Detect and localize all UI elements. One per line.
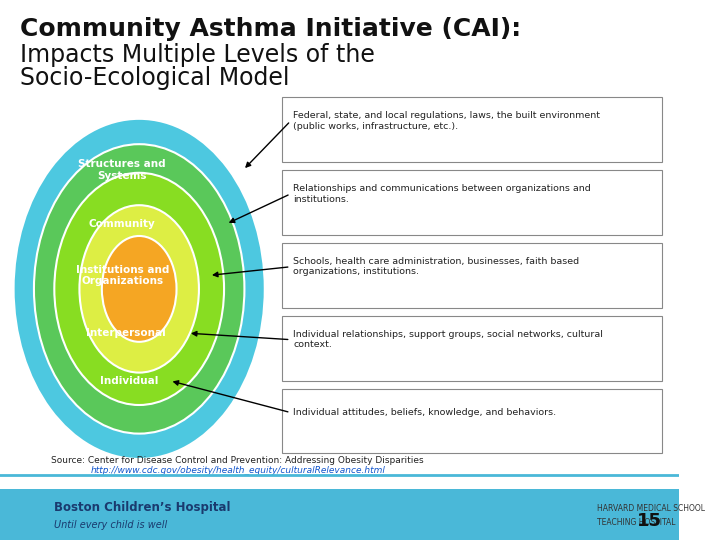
Text: Interpersonal: Interpersonal — [86, 328, 166, 338]
FancyBboxPatch shape — [282, 243, 662, 308]
Text: HARVARD MEDICAL SCHOOL: HARVARD MEDICAL SCHOOL — [598, 504, 706, 513]
Text: Individual relationships, support groups, social networks, cultural
context.: Individual relationships, support groups… — [293, 330, 603, 349]
FancyBboxPatch shape — [282, 316, 662, 381]
Text: Until every child is well: Until every child is well — [54, 520, 168, 530]
Bar — [0, 489, 679, 540]
Text: Individual attitudes, beliefs, knowledge, and behaviors.: Individual attitudes, beliefs, knowledge… — [293, 408, 557, 417]
Ellipse shape — [14, 119, 265, 459]
FancyBboxPatch shape — [282, 170, 662, 235]
Text: Boston Children’s Hospital: Boston Children’s Hospital — [54, 501, 231, 514]
Text: 15: 15 — [637, 512, 662, 530]
Text: http://www.cdc.gov/obesity/health_equity/culturalRelevance.html: http://www.cdc.gov/obesity/health_equity… — [90, 466, 385, 475]
Text: TEACHING HOSPITAL: TEACHING HOSPITAL — [598, 518, 676, 527]
Text: Structures and
Systems: Structures and Systems — [78, 159, 166, 181]
Ellipse shape — [34, 144, 244, 434]
FancyBboxPatch shape — [282, 389, 662, 454]
Text: Relationships and communications between organizations and
institutions.: Relationships and communications between… — [293, 184, 591, 204]
FancyBboxPatch shape — [282, 97, 662, 162]
Text: Community Asthma Initiative (CAI):: Community Asthma Initiative (CAI): — [20, 17, 521, 41]
Text: Community: Community — [89, 219, 156, 229]
Ellipse shape — [54, 173, 224, 405]
Text: Individual: Individual — [100, 376, 158, 386]
Text: Schools, health care administration, businesses, faith based
organizations, inst: Schools, health care administration, bus… — [293, 257, 580, 276]
Ellipse shape — [79, 205, 199, 373]
Text: Institutions and
Organizations: Institutions and Organizations — [76, 265, 169, 286]
Text: Source: Center for Disease Control and Prevention: Addressing Obesity Disparitie: Source: Center for Disease Control and P… — [51, 456, 424, 465]
Text: Impacts Multiple Levels of the: Impacts Multiple Levels of the — [20, 43, 375, 67]
Text: Federal, state, and local regulations, laws, the built environment
(public works: Federal, state, and local regulations, l… — [293, 111, 600, 131]
Ellipse shape — [102, 236, 176, 342]
Text: Socio-Ecological Model: Socio-Ecological Model — [20, 66, 290, 90]
